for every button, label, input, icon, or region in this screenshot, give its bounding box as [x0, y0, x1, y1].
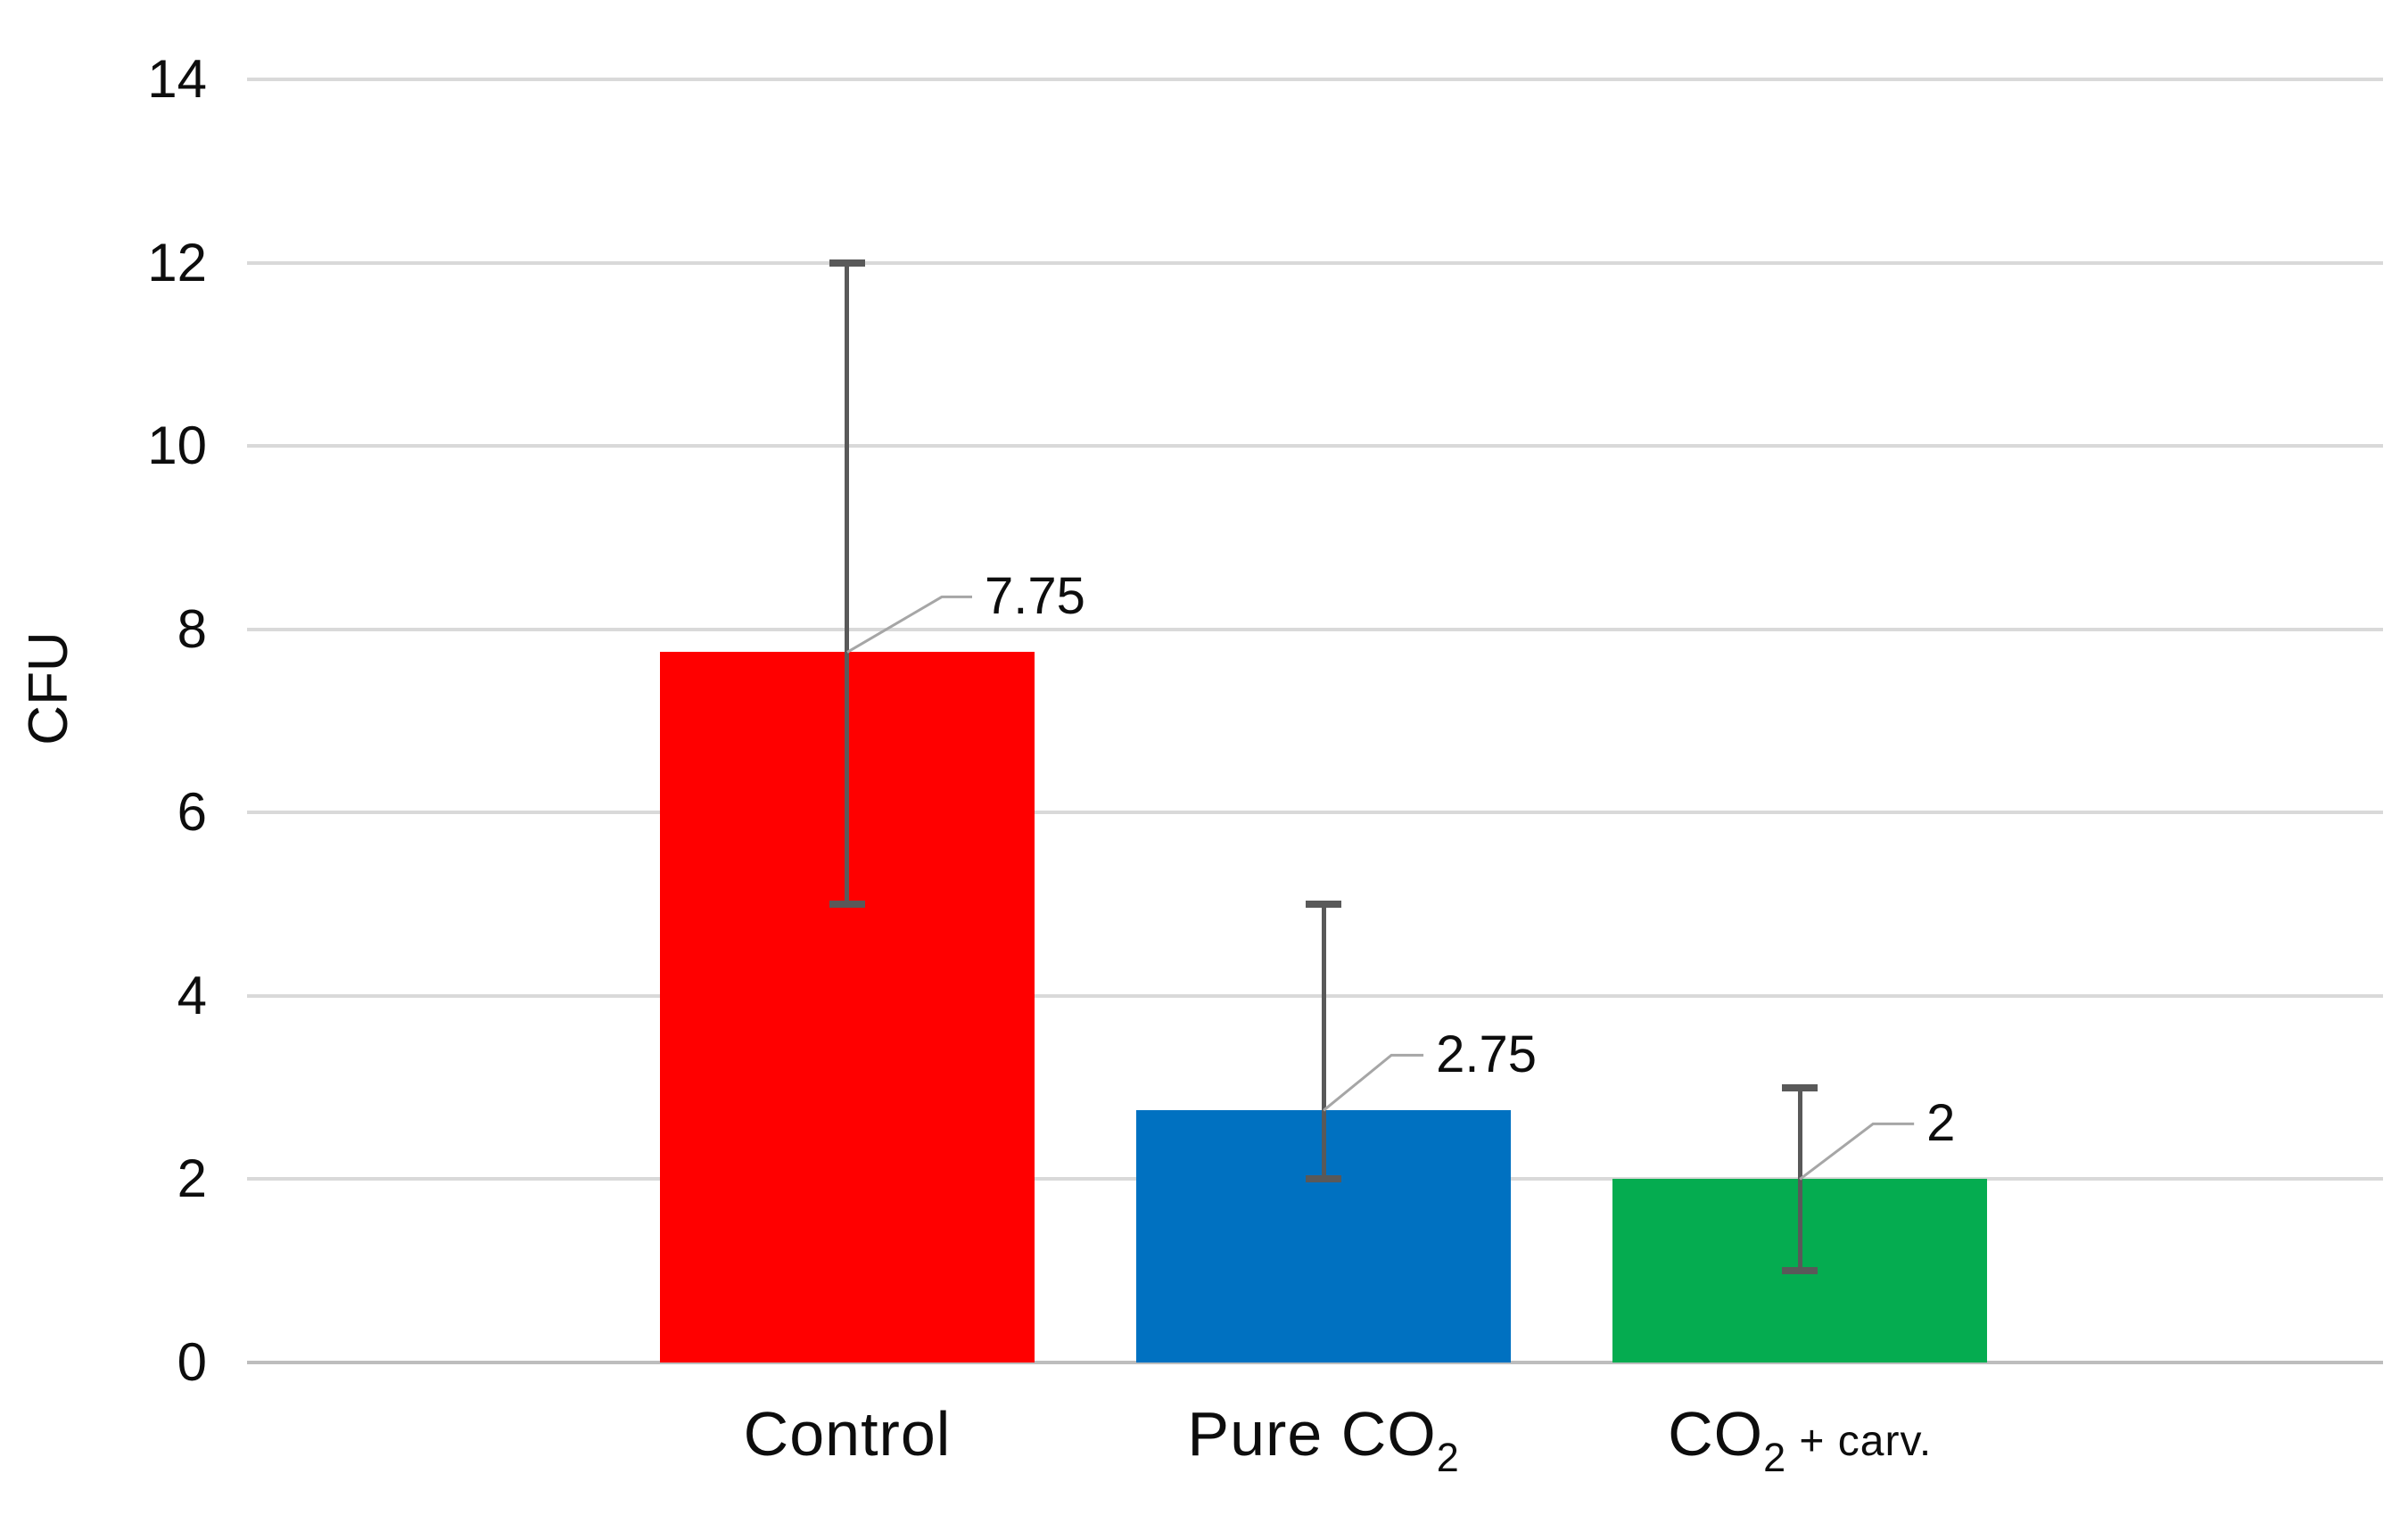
y-tick-label-6: 6: [177, 782, 207, 843]
error-bar-cap-bottom-1: [1306, 1175, 1342, 1183]
gridline-y8: [247, 627, 2383, 631]
gridline-y14: [247, 78, 2383, 81]
leader-line-2: [1799, 1122, 1915, 1181]
category-label-2: CO2 + carv.: [1488, 1398, 2112, 1480]
x-axis-line: [247, 1361, 2383, 1364]
y-tick-label-8: 8: [177, 598, 207, 659]
category-label-part: CO: [1668, 1399, 1764, 1469]
y-tick-label-2: 2: [177, 1148, 207, 1209]
category-label-part: + carv.: [1786, 1418, 1933, 1465]
leader-line-1: [1323, 1053, 1424, 1112]
error-bar-cap-top-1: [1306, 901, 1342, 909]
gridline-y10: [247, 444, 2383, 449]
category-label-part: Control: [743, 1399, 952, 1469]
y-tick-label-0: 0: [177, 1332, 207, 1392]
category-label-part: Pure CO: [1187, 1399, 1437, 1469]
error-bar-cap-bottom-0: [829, 901, 865, 909]
gridline-y12: [247, 260, 2383, 265]
y-tick-label-4: 4: [177, 965, 207, 1025]
data-label-1: 2.75: [1436, 1025, 1537, 1084]
gridline-y6: [247, 811, 2383, 815]
y-tick-label-12: 12: [147, 232, 207, 292]
gridline-y4: [247, 993, 2383, 998]
error-bar-cap-top-2: [1782, 1083, 1818, 1091]
error-bar-line-0: [845, 262, 850, 905]
leader-line-0: [846, 595, 972, 654]
y-tick-label-10: 10: [147, 416, 207, 476]
error-bar-line-2: [1797, 1087, 1802, 1272]
data-label-0: 7.75: [984, 567, 1085, 626]
category-label-1: Pure CO2: [1011, 1398, 1636, 1480]
error-bar-line-1: [1321, 904, 1326, 1180]
y-tick-label-14: 14: [147, 49, 207, 109]
category-label-part: 2: [1436, 1435, 1460, 1480]
category-label-part: 2: [1763, 1435, 1787, 1480]
data-label-2: 2: [1926, 1094, 1956, 1153]
error-bar-cap-top-0: [829, 259, 865, 267]
category-label-0: Control: [535, 1398, 1159, 1469]
error-bar-cap-bottom-2: [1782, 1267, 1818, 1275]
